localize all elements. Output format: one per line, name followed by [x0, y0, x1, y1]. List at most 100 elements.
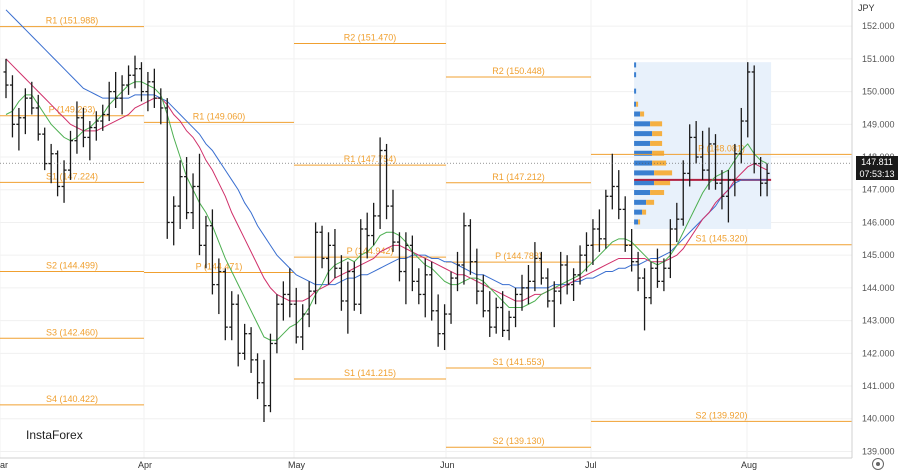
ohlc-bar — [16, 107, 22, 151]
price-axis[interactable]: 139.000 140.000 141.000 142.000 143.000 144.0… — [851, 0, 895, 458]
ohlc-bar — [500, 291, 506, 337]
ohlc-bar — [132, 55, 138, 89]
ohlc-bar — [706, 127, 712, 190]
y-tick-label: 146.000 — [862, 217, 895, 227]
ohlc-bar — [248, 327, 254, 373]
ohlc-bar — [351, 261, 357, 311]
ohlc-bar — [700, 130, 706, 180]
ohlc-bar — [455, 251, 460, 292]
x-tick-label: May — [288, 460, 306, 470]
ohlc-bar — [203, 215, 209, 269]
ohlc-bar — [332, 229, 338, 279]
ohlc-bar — [422, 258, 428, 318]
x-tick-label: Aug — [741, 460, 757, 470]
ohlc-bar — [442, 304, 448, 351]
profile-sell-bar — [640, 111, 645, 117]
profile-buy-bar — [634, 121, 651, 127]
profile-sell-bar — [650, 140, 663, 146]
profile-sell-bar — [636, 101, 639, 107]
ohlc-bar — [732, 143, 738, 197]
pivot-level-label: R1 (147.754) — [344, 154, 397, 164]
gear-icon[interactable] — [872, 458, 884, 470]
profile-buy-bar — [634, 170, 655, 176]
ohlc-bar — [280, 281, 286, 321]
ohlc-bar — [609, 153, 615, 210]
ohlc-bar — [68, 130, 73, 180]
ohlc-bar — [48, 143, 54, 184]
ohlc-bar — [151, 68, 157, 108]
ohlc-bar — [474, 248, 480, 305]
x-tick-label: Jul — [585, 460, 597, 470]
ohlc-bar — [184, 157, 190, 220]
y-tick-label: 144.000 — [862, 283, 895, 293]
pivot-levels: R1 (151.988) P (149.263) S1 (147.224) S2 (1… — [0, 16, 852, 448]
pivot-level-label: S2 (139.130) — [492, 436, 544, 446]
ohlc-bar — [635, 251, 641, 292]
ohlc-bar — [745, 62, 751, 138]
ohlc-bar — [364, 212, 370, 259]
ohlc-bar — [693, 121, 699, 164]
ohlc-bar — [235, 294, 241, 367]
profile-buy-bar — [634, 131, 653, 137]
ohlc-bar — [229, 291, 235, 341]
pivot-level-label: R1 (151.988) — [46, 16, 99, 26]
ma-fast-line — [5, 81, 768, 341]
ohlc-bar — [719, 170, 725, 210]
ohlc-bar — [667, 219, 673, 279]
ohlc-bar — [222, 268, 228, 341]
ohlc-bar — [577, 245, 583, 285]
ohlc-bar — [126, 65, 132, 95]
profile-buy-bar — [634, 190, 651, 196]
ohlc-bar — [538, 251, 544, 285]
ohlc-bar — [616, 170, 622, 220]
ohlc-bar — [590, 219, 596, 265]
brand-logo: InstaForex — [22, 424, 126, 446]
ohlc-bar — [416, 268, 422, 305]
profile-sell-bar — [638, 219, 641, 225]
pivot-level-label: S1 (141.553) — [492, 357, 544, 367]
ohlc-bar — [158, 88, 164, 125]
current-price-value: 147.811 — [861, 157, 893, 168]
ohlc-bar — [267, 333, 273, 413]
time-axis[interactable]: ar Apr May Jun Jul Aug — [0, 457, 852, 470]
y-tick-label: 143.000 — [862, 316, 895, 326]
ohlc-bar — [738, 107, 744, 164]
ohlc-bar — [106, 81, 112, 122]
ohlc-bar — [487, 291, 493, 337]
ohlc-bar — [371, 202, 377, 246]
y-tick-label: 145.000 — [862, 250, 895, 260]
ohlc-bar — [326, 232, 331, 285]
ohlc-bar — [93, 111, 99, 141]
profile-buy-bar — [634, 219, 639, 225]
ohlc-bar — [545, 268, 551, 308]
pivot-level-label: S4 (140.422) — [46, 394, 98, 404]
ohlc-bar — [622, 196, 628, 252]
ohlc-bar — [584, 232, 589, 272]
pivot-level-label: S2 (139.920) — [695, 410, 747, 420]
ohlc-bar — [319, 225, 325, 269]
ohlc-bar — [306, 281, 312, 328]
y-tick-label: 141.000 — [862, 381, 895, 391]
y-tick-label: 150.000 — [862, 87, 895, 97]
ohlc-bar — [629, 229, 635, 272]
pivot-level-label: S1 (147.224) — [46, 171, 98, 181]
profile-buy-bar — [634, 72, 637, 78]
y-tick-label: 139.000 — [862, 446, 895, 456]
ohlc-bar — [29, 81, 35, 115]
profile-buy-bar — [634, 160, 653, 166]
ohlc-bar — [764, 163, 770, 197]
ohlc-bar — [448, 271, 454, 324]
y-tick-label: 140.000 — [862, 414, 895, 424]
ohlc-bar — [74, 101, 80, 154]
ohlc-bar — [564, 255, 570, 295]
ohlc-bar — [113, 71, 119, 108]
ohlc-bar — [642, 268, 648, 331]
ma-mid-line — [5, 58, 768, 302]
ohlc-bar — [216, 258, 222, 315]
ohlc-bar — [558, 251, 564, 305]
ohlc-bar — [751, 65, 757, 174]
ohlc-bar — [674, 202, 680, 243]
ohlc-bar — [209, 209, 215, 295]
ohlc-bar — [513, 287, 519, 328]
